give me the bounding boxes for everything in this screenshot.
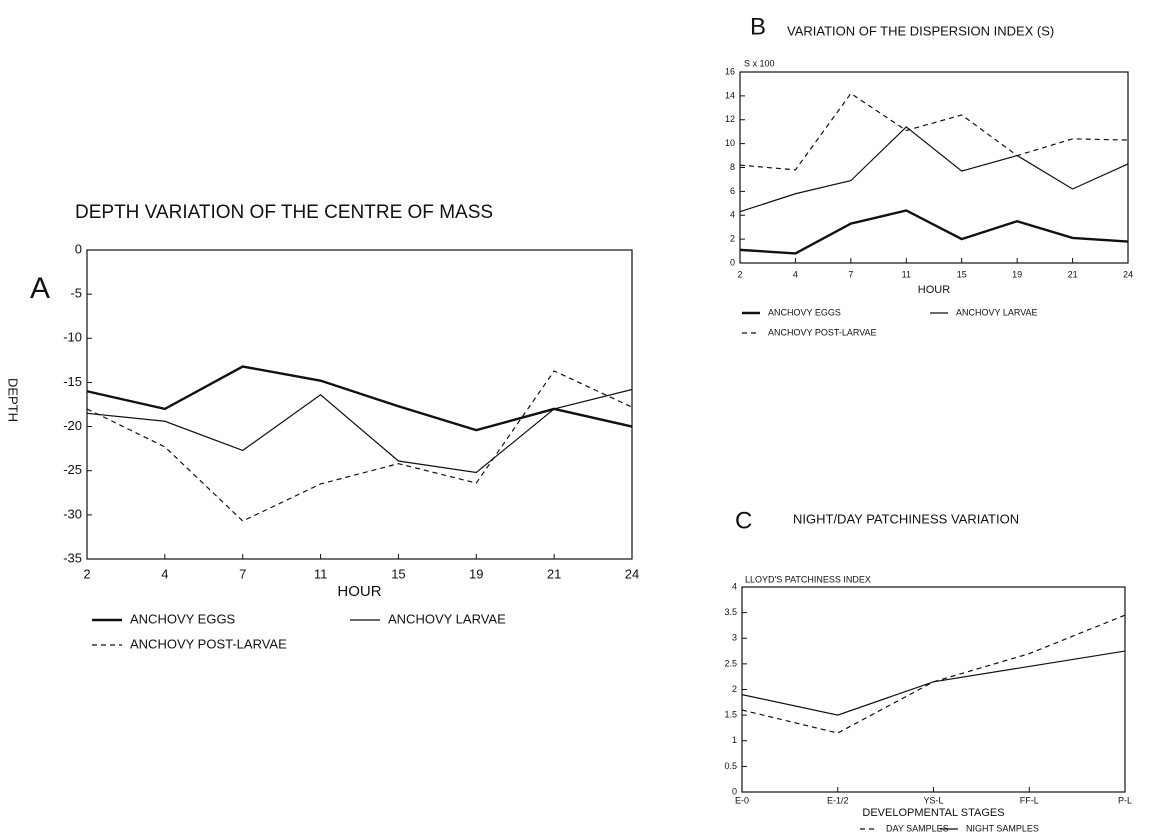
plot-frame	[741, 586, 1126, 793]
legend-label: ANCHOVY POST-LARVAE	[130, 636, 287, 651]
y-tick-label: 0	[732, 786, 737, 796]
legend-label: NIGHT SAMPLES	[966, 823, 1039, 833]
y-tick-label: 2	[732, 684, 737, 694]
series-line	[741, 614, 1126, 734]
y-tick-label: -5	[70, 286, 82, 301]
x-tick-label: 11	[902, 269, 911, 279]
y-tick-label: 2.5	[724, 658, 737, 668]
legend-label: ANCHOVY EGGS	[768, 307, 841, 317]
x-tick-label: 19	[1012, 269, 1022, 279]
y-tick-label: 1.5	[724, 710, 737, 720]
series-line	[86, 388, 633, 474]
x-tick-label: 2	[83, 566, 90, 581]
y-tick-label: 3	[732, 633, 737, 643]
x-tick-label: E-0	[735, 795, 749, 805]
y-tick-label: -15	[63, 374, 82, 389]
series-line	[739, 209, 1129, 255]
series-line	[86, 365, 633, 432]
x-tick-label: 19	[469, 566, 483, 581]
x-tick-label: 2	[737, 269, 742, 279]
x-tick-label: P-L	[1118, 795, 1132, 805]
panel-letter: C	[735, 507, 752, 534]
y-tick-label: 0	[730, 257, 735, 267]
series-line	[741, 650, 1126, 716]
y-tick-label: -25	[63, 462, 82, 477]
x-axis-label: HOUR	[337, 583, 381, 600]
chart-title: VARIATION OF THE DISPERSION INDEX (S)	[787, 23, 1054, 38]
y-tick-label: -10	[63, 330, 82, 345]
y-tick-label: 3.5	[724, 607, 737, 617]
panel-letter: B	[750, 13, 766, 40]
y-tick-label: 0	[75, 241, 82, 256]
y-tick-label: 2	[730, 234, 735, 244]
series-line	[739, 126, 1129, 213]
x-tick-label: 15	[957, 269, 967, 279]
y-tick-label: 6	[730, 186, 735, 196]
legend-label: DAY SAMPLES	[886, 823, 949, 833]
y-tick-label: 10	[725, 138, 735, 148]
chart-title: NIGHT/DAY PATCHINESS VARIATION	[793, 511, 1019, 526]
y-tick-label: 8	[730, 162, 735, 172]
x-tick-label: 7	[848, 269, 853, 279]
x-tick-label: 24	[625, 566, 639, 581]
chart-title: DEPTH VARIATION OF THE CENTRE OF MASS	[75, 202, 493, 223]
plot-frame	[86, 249, 633, 560]
y-tick-label: 4	[732, 581, 737, 591]
y-tick-label: -35	[63, 550, 82, 565]
x-tick-label: 11	[314, 566, 328, 581]
y-tick-label: -20	[63, 418, 82, 433]
x-tick-label: E-1/2	[827, 795, 849, 805]
y-tick-label: 1	[732, 735, 737, 745]
x-axis-label: DEVELOPMENTAL STAGES	[862, 807, 1004, 819]
legend-label: ANCHOVY EGGS	[130, 611, 236, 626]
y-axis-label: S x 100	[744, 58, 775, 68]
legend-label: ANCHOVY POST-LARVAE	[768, 327, 877, 337]
x-tick-label: 15	[391, 566, 405, 581]
y-axis-label: LLOYD'S PATCHINESS INDEX	[745, 574, 871, 584]
legend-label: ANCHOVY LARVAE	[956, 307, 1038, 317]
x-tick-label: 21	[547, 566, 561, 581]
series-line	[739, 92, 1129, 171]
x-tick-label: 4	[161, 566, 168, 581]
x-tick-label: 4	[793, 269, 798, 279]
x-tick-label: YS-L	[923, 795, 943, 805]
x-axis-label: HOUR	[918, 284, 950, 296]
y-tick-label: 4	[730, 210, 735, 220]
y-axis-label: DEPTH	[6, 378, 21, 422]
y-tick-label: 12	[725, 114, 735, 124]
x-tick-label: FF-L	[1020, 795, 1039, 805]
y-tick-label: 14	[725, 90, 735, 100]
y-tick-label: 16	[725, 66, 735, 76]
x-tick-label: 21	[1068, 269, 1078, 279]
y-tick-label: -30	[63, 506, 82, 521]
x-tick-label: 24	[1123, 269, 1133, 279]
legend-label: ANCHOVY LARVAE	[388, 611, 506, 626]
x-tick-label: 7	[239, 566, 246, 581]
y-tick-label: 0.5	[724, 761, 737, 771]
plot-frame	[739, 71, 1129, 264]
panel-letter: A	[30, 272, 50, 305]
